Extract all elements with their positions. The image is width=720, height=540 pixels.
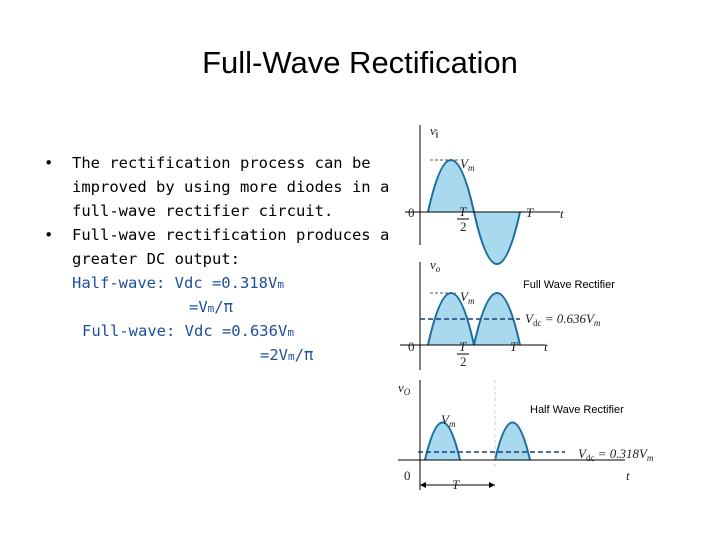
label: 0 (408, 205, 415, 220)
formula: =2Vm/π (260, 343, 313, 369)
label: V (460, 289, 470, 304)
wave (424, 421, 531, 461)
formula-sub: m (287, 326, 294, 339)
label: T (459, 339, 467, 354)
bullet-mark: • (44, 226, 54, 244)
label: m (449, 419, 456, 429)
label: = 0.318V (594, 446, 649, 461)
label: v (430, 123, 436, 138)
bullet-line: greater DC output: (72, 250, 240, 268)
label: 2 (460, 354, 467, 369)
bullet-line: The rectification process can be (72, 154, 371, 172)
formula-text: =V (189, 298, 208, 316)
label: O (404, 387, 411, 397)
caption: Half Wave Rectifier (530, 404, 624, 416)
label: t (560, 206, 564, 221)
bullet-mark: • (44, 154, 54, 172)
label: m (468, 163, 475, 173)
formula-text: Half-wave: Vdc =0.318V (72, 274, 278, 292)
label: V (525, 311, 535, 326)
formula: Half-wave: Vdc =0.318Vm (72, 271, 284, 297)
formula: =Vm/π (189, 295, 233, 321)
label: 2 (460, 219, 467, 234)
formula-text: =2V (260, 346, 288, 364)
label: m (594, 318, 601, 328)
formula-sub: m (288, 350, 295, 363)
bullet-line: improved by using more diodes in a (72, 178, 390, 196)
label: vi (430, 123, 438, 141)
label: m (468, 296, 475, 306)
label: dc (586, 453, 595, 463)
label: V (441, 412, 451, 427)
label: Vm (460, 289, 475, 306)
label: o (436, 264, 441, 274)
label: Vdc = 0.318Vm (578, 446, 654, 463)
label: t (626, 468, 630, 483)
label: T (526, 205, 534, 220)
formula-text: /π (214, 298, 233, 316)
label: T (452, 477, 460, 492)
formula-text: Full-wave: Vdc =0.636V (82, 322, 288, 340)
label: t (544, 339, 548, 354)
label: vo (430, 257, 441, 274)
label: v (398, 380, 404, 395)
label: T (459, 204, 467, 219)
label: V (460, 156, 470, 171)
formula: Full-wave: Vdc =0.636Vm (82, 319, 294, 345)
label: dc (533, 318, 542, 328)
formula-sub: m (277, 278, 284, 291)
slide-title: Full-Wave Rectification (202, 45, 518, 80)
label: Vm (460, 156, 475, 173)
bullet-line: Full-wave rectification produces a (72, 226, 390, 244)
label: i (436, 129, 438, 141)
wave-fill (425, 422, 530, 460)
label: Vm (441, 412, 456, 429)
label: = 0.636V (541, 311, 596, 326)
label: m (647, 453, 654, 463)
label: V (578, 446, 588, 461)
label: 0 (404, 468, 411, 483)
label: v (430, 257, 436, 272)
label: T (510, 339, 518, 354)
bullet-line: full-wave rectifier circuit. (72, 202, 334, 220)
formula-sub: m (207, 302, 215, 315)
label: vO (398, 380, 411, 397)
caption: Full Wave Rectifier (523, 279, 615, 291)
formula-text: /π (294, 346, 314, 364)
label: Vdc = 0.636Vm (525, 311, 601, 328)
wave-fill (428, 293, 520, 345)
label: 0 (408, 339, 415, 354)
